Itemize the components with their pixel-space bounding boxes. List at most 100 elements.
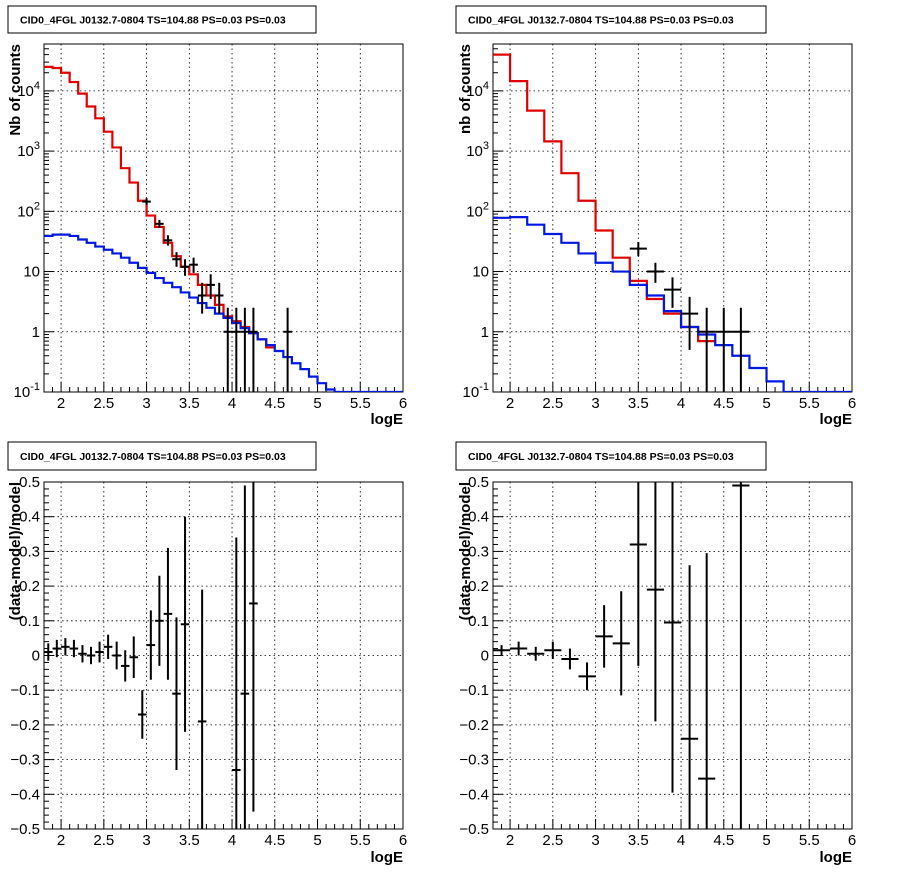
data-point [232,307,241,392]
y-tick-label: 10-1 [14,381,40,401]
residual-point [172,617,181,771]
y-tick-label: 10 [472,264,489,281]
y-tick-label: 0.4 [468,509,489,526]
x-tick-label: 4.5 [264,395,285,412]
y-tick-label: 0.2 [19,578,40,595]
x-tick-label: 3.5 [628,832,649,849]
x-tick-label: 2.5 [93,832,114,849]
x-tick-label: 4 [677,395,685,412]
residual-point [44,643,53,661]
data-point [180,259,190,276]
y-axis-label: (data-model)/model [457,482,474,620]
data-point [663,277,682,308]
x-tick-label: 2 [506,395,514,412]
residual-point [493,645,511,656]
residual-point [78,645,87,663]
y-tick-label: 0.5 [19,474,40,491]
data-point [189,257,198,273]
residual-point [629,482,647,666]
residual-point [681,565,699,829]
y-tick-label: 0.2 [468,578,489,595]
chart-title: CID0_4FGL J0132.7-0804 TS=104.88 PS=0.03… [20,451,286,463]
data-point [698,307,716,392]
residual-point [129,636,139,679]
x-tick-label: 2 [506,832,514,849]
residual-point [61,638,70,656]
x-tick-label: 4 [228,395,236,412]
x-tick-label: 3.5 [179,832,200,849]
model-component-line [44,233,403,392]
y-tick-label: −0.3 [459,752,489,769]
x-tick-label: 6 [848,832,856,849]
y-tick-label: −0.5 [459,821,489,838]
chart-title: CID0_4FGL J0132.7-0804 TS=104.88 PS=0.03… [468,15,734,27]
title-frame [455,5,767,34]
plot-area [493,53,852,392]
y-tick-label: 0.1 [19,613,40,630]
x-tick-label: 3.5 [179,395,200,412]
data-point [629,241,647,257]
x-tick-label: 3 [142,395,150,412]
residual-point [86,646,96,665]
y-tick-label: −0.3 [10,752,40,769]
residual-point [95,641,104,663]
y-tick-label: 0 [481,648,489,665]
residual-point [663,482,682,793]
plot-frame [43,43,404,393]
residual-point [180,516,190,732]
y-tick-label: 0.5 [468,474,489,491]
title-box: CID0_4FGL J0132.7-0804 TS=104.88 PS=0.03… [7,5,317,34]
residual-point [197,589,207,829]
title-box: CID0_4FGL J0132.7-0804 TS=104.88 PS=0.03… [455,5,767,34]
y-axis-label: (data-model)/model [7,482,24,620]
x-tick-label: 4.5 [264,832,285,849]
residual-point [103,634,113,659]
y-tick-label: 10 [23,264,40,281]
data-point [715,307,733,392]
y-tick-label: 0.3 [468,543,489,560]
x-tick-label: 2 [57,395,65,412]
y-tick-label: −0.1 [459,682,489,699]
y-tick-label: 0.1 [468,613,489,630]
y-tick-label: −0.2 [459,717,489,734]
title-frame [455,441,767,471]
plot-frame [43,481,404,830]
chart-panel-1: CID0_4FGL J0132.7-0804 TS=104.88 PS=0.03… [7,5,407,428]
data-point [249,307,258,392]
residual-point [112,641,121,670]
y-tick-label: 102 [17,200,40,220]
data-point [142,198,151,206]
y-tick-label: 103 [17,140,40,160]
y-tick-label: −0.2 [10,717,40,734]
x-tick-label: 5 [762,395,770,412]
residual-point [698,553,716,829]
x-tick-label: 2.5 [542,395,563,412]
model-component-line [493,216,852,392]
residual-point [146,610,156,680]
model-total-line [44,65,275,349]
x-tick-label: 6 [399,395,407,412]
residual-point [510,641,528,656]
residual-point [527,646,545,661]
data-point [197,282,207,314]
data-point [163,235,173,246]
y-tick-label: 0.4 [19,509,40,526]
residual-point [561,648,579,670]
model-total-line [493,53,716,343]
residual-point [544,641,562,659]
data-point [732,307,750,392]
title-box: CID0_4FGL J0132.7-0804 TS=104.88 PS=0.03… [455,441,767,471]
residual-point [646,482,664,722]
data-point [240,307,250,392]
plot-area [493,482,750,829]
x-tick-label: 3.5 [628,395,649,412]
x-axis-label: logE [820,411,853,428]
residual-point [732,482,750,829]
data-point [283,307,292,392]
x-tick-label: 3 [142,832,150,849]
x-tick-label: 3 [591,832,599,849]
data-point [172,252,181,267]
residual-point [612,591,630,696]
data-point [646,262,664,283]
